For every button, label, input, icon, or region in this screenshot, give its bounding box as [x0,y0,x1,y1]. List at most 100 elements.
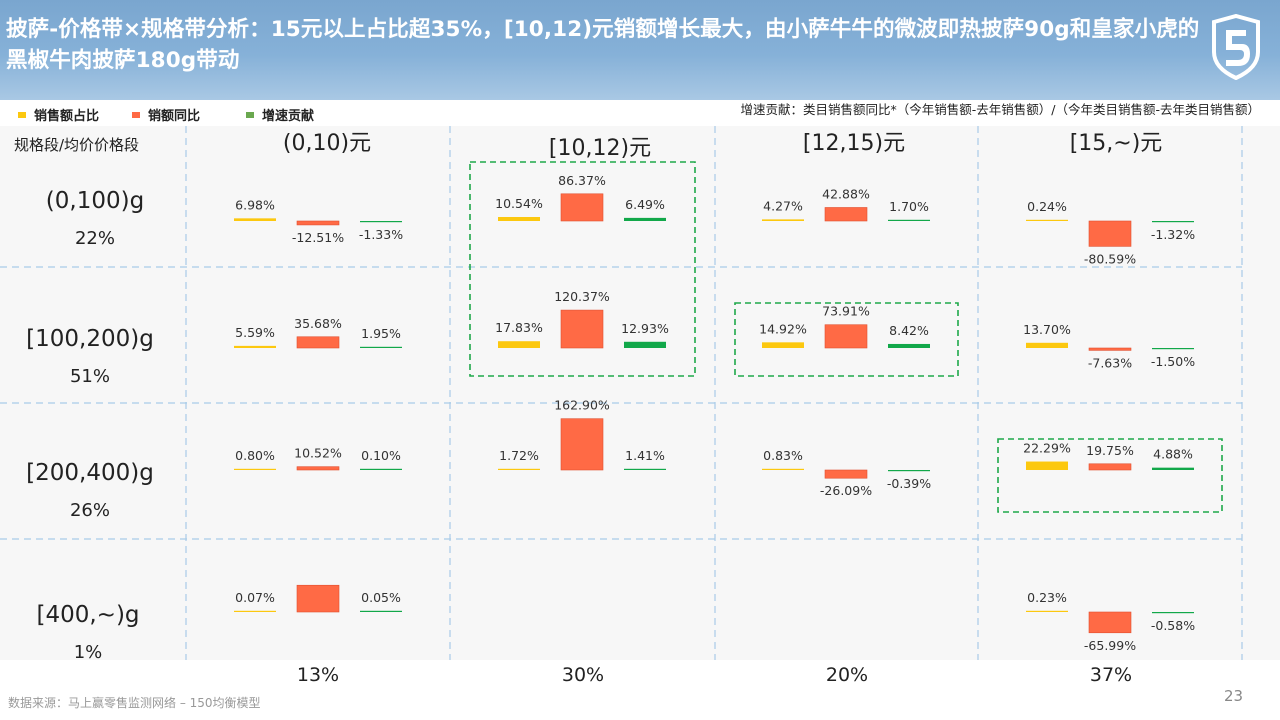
yoy-bar-100-200-g-15-~ [1088,347,1132,351]
matrix-chart: 6.98% -12.51% -1.33% 10.54% 86.37% 6.49% 4.27%… [0,126,1243,660]
yoy-label-100-200-g-0-10: 35.68% [294,316,342,331]
contrib-bar-400-~-g-0-10 [360,610,402,612]
contrib-bar-100-200-g-12-15 [888,343,930,348]
column-share-0-10: 13% [296,664,340,686]
yoy-bar-100-200-g-0-10 [296,336,340,349]
share-bar-100-200-g-0-10 [234,345,276,348]
yoy-bar-400-~-g-15-~ [1088,611,1132,634]
yoy-bar-0-100-g-10-12 [560,193,604,222]
column-header-15-up: [15,~)元 [1069,131,1163,156]
yoy-bar-0-100-g-0-10 [296,220,340,226]
page-number: 23 [1224,687,1244,705]
contribution-note: 增速贡献：类目销售额同比*（今年销售额-去年销售额）/（今年类目销售额-去年类目… [740,102,1260,117]
yoy-bar-0-100-g-15-~ [1088,220,1132,247]
row-header-100-200: [100,200)g 51% [0,326,180,387]
highlight-box-2 [997,438,1223,513]
share-label-0-100-g-12-15: 4.27% [763,198,803,213]
contrib-label-400-~-g-0-10: 0.05% [361,590,401,605]
column-header-0-10: (0,10)元 [282,131,372,156]
contrib-bar-100-200-g-10-12 [624,341,666,348]
legend-item-yoy: 销额同比 [132,105,200,124]
highlight-box-1 [734,302,959,377]
legend-item-contrib: 增速贡献 [246,105,314,124]
share-label-200-400-g-12-15: 0.83% [763,448,803,463]
share-bar-200-400-g-12-15 [762,468,804,470]
yoy-bar-200-400-g-10-12 [560,418,604,471]
contrib-bar-200-400-g-10-12 [624,468,666,470]
yoy-label-100-200-g-10-12: 120.37% [554,289,610,304]
yoy-label-400-~-g-15-~: -65.99% [1084,638,1136,653]
share-bar-100-200-g-15-~ [1026,342,1068,348]
contrib-label-0-100-g-10-12: 6.49% [625,197,665,212]
share-label-100-200-g-10-12: 17.83% [495,320,543,335]
row-header-400-up: [400,~)g 1% [0,602,178,663]
column-header-12-15: [12,15)元 [802,131,906,156]
share-bar-200-400-g-0-10 [234,468,276,470]
yoy-label-200-400-g-0-10: 10.52% [294,446,342,461]
share-label-0-100-g-0-10: 6.98% [235,197,275,212]
share-bar-400-~-g-15-~ [1026,610,1068,612]
title-bar: 披萨-价格带×规格带分析：15元以上占比超35%，[10,12)元销额增长最大，… [0,0,1280,100]
share-bar-0-100-g-10-12 [498,216,540,221]
column-share-10-12: 30% [561,664,605,686]
row-share-label: 22% [74,228,115,249]
yoy-bar-100-200-g-12-15 [824,324,868,349]
yoy-label-200-400-g-15-~: 19.75% [1086,443,1134,458]
yoy-bar-200-400-g-15-~ [1088,463,1132,471]
contrib-label-0-100-g-0-10: -1.33% [359,227,403,242]
shield-logo-icon [1212,14,1260,80]
yoy-label-0-100-g-15-~: -80.59% [1084,251,1136,266]
share-label-200-400-g-0-10: 0.80% [235,448,275,463]
column-share-12-15: 20% [825,664,869,686]
yoy-label-100-200-g-12-15: 73.91% [822,304,870,319]
yoy-label-100-200-g-15-~: -7.63% [1088,355,1132,370]
share-label-400-~-g-0-10: 0.07% [235,590,275,605]
share-label-100-200-g-15-~: 13.70% [1023,322,1071,337]
legend-swatch-contrib [246,111,254,118]
column-header-10-12: [10,12)元 [548,136,652,161]
share-label-400-~-g-15-~: 0.23% [1027,590,1067,605]
contrib-bar-0-100-g-12-15 [888,219,930,221]
contrib-bar-0-100-g-15-~ [1152,221,1194,223]
yoy-bar-200-400-g-0-10 [296,466,340,471]
row-share-label: 26% [69,500,110,521]
contrib-label-400-~-g-15-~: -0.58% [1151,618,1195,633]
contrib-label-100-200-g-0-10: 1.95% [361,326,401,341]
share-label-200-400-g-10-12: 1.72% [499,448,539,463]
contrib-bar-200-400-g-12-15 [888,470,930,472]
share-bar-200-400-g-10-12 [498,468,540,470]
yoy-label-200-400-g-10-12: 162.90% [554,398,610,413]
row-spec-label: [200,400)g [26,460,154,486]
row-share-label: 1% [73,642,103,663]
contrib-bar-200-400-g-15-~ [1152,467,1194,470]
share-label-0-100-g-10-12: 10.54% [495,196,543,211]
legend-label-contrib: 增速贡献 [262,109,315,124]
contrib-bar-0-100-g-0-10 [360,221,402,223]
contrib-label-100-200-g-12-15: 8.42% [889,323,929,338]
column-share-15-up: 37% [1089,664,1133,686]
yoy-bar-100-200-g-10-12 [560,309,604,349]
contrib-label-200-400-g-12-15: -0.39% [887,476,931,491]
contrib-bar-400-~-g-15-~ [1152,612,1194,614]
row-spec-label: [100,200)g [26,326,154,352]
share-bar-0-100-g-15-~ [1026,219,1068,221]
share-label-200-400-g-15-~: 22.29% [1023,441,1071,456]
data-source: 数据来源：马上赢零售监测网络 – 150均衡模型 [8,696,261,710]
share-bar-100-200-g-12-15 [762,342,804,348]
legend-swatch-yoy [132,111,140,118]
contrib-label-200-400-g-0-10: 0.10% [361,448,401,463]
matrix-background [0,126,1280,660]
share-bar-0-100-g-0-10 [234,218,276,221]
contrib-label-0-100-g-12-15: 1.70% [889,199,929,214]
share-label-100-200-g-12-15: 14.92% [759,321,807,336]
page-title: 披萨-价格带×规格带分析：15元以上占比超35%，[10,12)元销额增长最大，… [6,17,1200,73]
legend-swatch-share [18,111,26,118]
yoy-label-0-100-g-0-10: -12.51% [292,230,344,245]
share-bar-0-100-g-12-15 [762,219,804,221]
contrib-label-100-200-g-10-12: 12.93% [621,321,669,336]
yoy-bar-400-~-g-0-10 [296,584,340,613]
contrib-bar-100-200-g-15-~ [1152,348,1194,350]
row-share-label: 51% [69,366,110,387]
contrib-label-0-100-g-15-~: -1.32% [1151,227,1195,242]
contrib-label-100-200-g-15-~: -1.50% [1151,354,1195,369]
